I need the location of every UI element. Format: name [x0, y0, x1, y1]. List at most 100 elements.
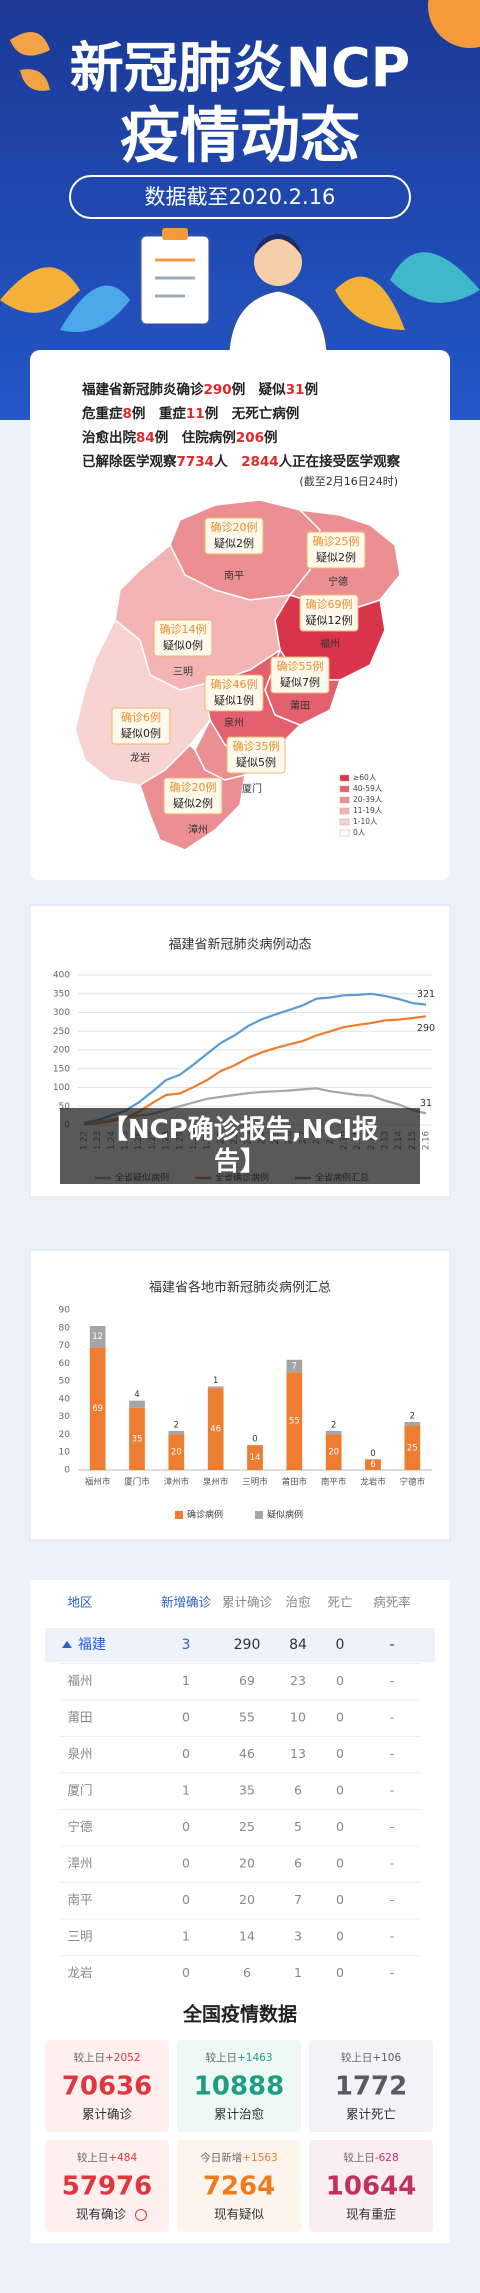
bar-segment [325, 1434, 342, 1470]
region-confirmed: 确诊35例 [233, 739, 280, 753]
region-box [163, 777, 223, 815]
stat-label: 现有疑似 [214, 2207, 265, 2222]
table-header: 治愈 [285, 1595, 311, 1610]
summary-number: 290 [204, 382, 232, 398]
y-tick-label: 70 [59, 1341, 71, 1351]
table-cell: 厦门 [67, 1783, 92, 1798]
region-suspected: 疑似12例 [306, 613, 353, 627]
y-tick-label: 350 [53, 989, 70, 999]
legend-swatch [175, 1511, 183, 1519]
bar-value-label: 69 [92, 1404, 103, 1414]
map-legend-swatch [339, 807, 350, 815]
table-cell: 3 [182, 1637, 191, 1653]
stat-change: 今日新增+1563 [200, 2151, 278, 2164]
region-box [226, 736, 286, 774]
region-box [111, 707, 171, 745]
header-title: 新冠肺炎NCP [70, 37, 410, 100]
table-cell: 福建 [78, 1637, 106, 1653]
chart-title: 福建省新冠肺炎病例动态 [168, 937, 311, 953]
clipboard [138, 233, 212, 327]
summary-number: 2844 [241, 454, 279, 470]
table-cell: - [390, 1783, 395, 1798]
end-label: 321 [417, 989, 435, 1000]
bar-segment [168, 1434, 185, 1470]
summary-text: 例 住院病例 [155, 429, 236, 446]
stat-change-prefix: 今日新增 [200, 2151, 242, 2164]
stat-value: 1772 [335, 2072, 407, 2102]
bar-value-label: 2 [174, 1420, 179, 1430]
bar-value-label: 35 [132, 1434, 143, 1444]
stat-change-prefix: 较上日 [341, 2051, 373, 2064]
x-tick-label: 龙岩市 [360, 1477, 386, 1488]
table-cell: 23 [290, 1673, 306, 1688]
region-suspected: 疑似0例 [121, 726, 161, 740]
end-label: 290 [417, 1023, 435, 1034]
bar-value-label: 6 [370, 1460, 375, 1470]
summary-text: 人正在接受医学观察 [279, 453, 401, 470]
region-suspected: 疑似5例 [236, 755, 276, 769]
table-cell: 35 [239, 1783, 255, 1798]
y-tick-label: 60 [59, 1359, 71, 1369]
stat-change: 较上日-628 [343, 2151, 398, 2164]
region-suspected: 疑似2例 [316, 550, 356, 564]
help-icon [135, 2209, 147, 2221]
y-tick-label: 20 [59, 1430, 71, 1440]
region-box [270, 656, 330, 694]
table-highlight-row [45, 1628, 435, 1662]
stat-change-prefix: 较上日 [73, 2051, 105, 2064]
table-cell: - [390, 1892, 395, 1907]
bar-segment [129, 1407, 145, 1470]
bar-segment [207, 1386, 224, 1389]
bar-value-label: 14 [250, 1453, 261, 1463]
bar-value-label: 2 [331, 1420, 336, 1430]
table-cell: 20 [239, 1892, 255, 1907]
summary-line: 福建省新冠肺炎确诊290例 疑似31例 [81, 381, 318, 398]
table-cell: 莆田 [67, 1710, 92, 1725]
table-header: 地区 [67, 1595, 92, 1610]
summary-number: 84 [136, 430, 155, 446]
map-legend-label: ≥60人 [353, 773, 377, 782]
stat-label: 累计死亡 [346, 2107, 396, 2122]
chart-title: 福建省各地市新冠肺炎病例汇总 [149, 1280, 331, 1296]
region-suspected: 疑似0例 [163, 638, 203, 652]
table-cell: 14 [239, 1929, 255, 1944]
y-tick-label: 80 [59, 1323, 71, 1333]
table-cell: 0 [182, 1965, 190, 1980]
table-cell: 0 [182, 1819, 190, 1834]
bar-value-label: 0 [370, 1449, 375, 1459]
bar-value-label: 7 [292, 1362, 297, 1372]
table-cell: 0 [336, 1819, 344, 1834]
bar-segment [325, 1430, 342, 1435]
map-legend-label: 0人 [353, 828, 366, 837]
region-name: 宁德 [328, 575, 348, 588]
region-confirmed: 确诊20例 [170, 780, 217, 794]
stat-card [177, 2040, 301, 2132]
region-suspected: 疑似1例 [214, 693, 254, 707]
stat-value: 7264 [203, 2172, 275, 2202]
map-legend-label: 1-10人 [353, 817, 378, 826]
y-tick-label: 50 [59, 1377, 71, 1387]
region-confirmed: 确诊55例 [277, 659, 324, 673]
end-label: 31 [420, 1098, 432, 1109]
clipboard-clip [162, 228, 188, 240]
header-date: 数据截至2020.2.16 [145, 185, 336, 209]
summary-note: (截至2月16日24时) [299, 474, 398, 488]
bar-segment [404, 1422, 421, 1426]
table-cell: 1 [182, 1673, 190, 1688]
bar-value-label: 25 [407, 1443, 418, 1453]
summary-text: 已解除医学观察 [82, 453, 177, 470]
region-name: 莆田 [290, 699, 310, 712]
summary-line: 危重症8例 重症11例 无死亡病例 [81, 405, 299, 422]
bar-segment [89, 1347, 106, 1470]
y-tick-label: 400 [53, 971, 70, 981]
stat-card [45, 2040, 169, 2132]
stat-change-prefix: 较上日 [343, 2151, 375, 2164]
region-confirmed: 确诊14例 [160, 622, 207, 636]
y-tick-label: 300 [53, 1008, 70, 1018]
stat-label: 累计治愈 [214, 2107, 265, 2122]
summary-text: 人 [214, 454, 241, 470]
summary-text: 福建省新冠肺炎确诊 [81, 381, 204, 398]
table-cell: 0 [336, 1637, 345, 1653]
map-legend-label: 40-59人 [353, 784, 383, 793]
x-tick-label: 漳州市 [164, 1477, 190, 1488]
